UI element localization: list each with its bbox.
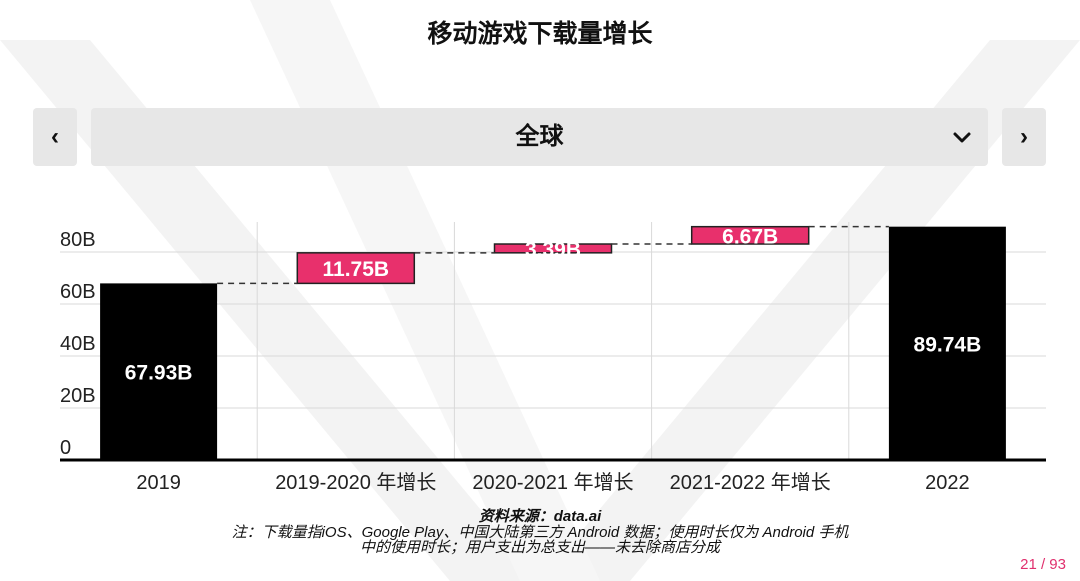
chevron-down-icon: [953, 132, 971, 143]
x-category-label: 2021-2022 年增长: [670, 471, 831, 494]
page-number: 21 / 93: [1020, 556, 1066, 573]
increase-bar: [493, 243, 613, 254]
previous-button[interactable]: ‹: [33, 108, 77, 166]
x-category-label: 2022: [925, 472, 970, 494]
page-title: 移动游戏下载量增长: [427, 20, 653, 48]
chevron-right-icon: ›: [1020, 123, 1028, 150]
x-category-label: 2019-2020 年增长: [275, 471, 436, 494]
footnote-line-1: 注：下载量指iOS、Google Play、中国大陆第三方 Android 数据…: [231, 524, 849, 541]
region-label: 全球: [515, 123, 564, 150]
y-tick-label: 80B: [60, 229, 96, 251]
y-tick-label: 20B: [60, 385, 96, 407]
y-tick-label: 60B: [60, 281, 96, 303]
data-label: 11.75B: [323, 258, 390, 281]
increase-bar: [296, 252, 416, 285]
footnote: 注：下载量指iOS、Google Play、中国大陆第三方 Android 数据…: [0, 525, 1080, 555]
data-label: 6.67B: [722, 225, 778, 248]
x-category-label: 2019: [136, 472, 181, 494]
footnote-line-2: 中的使用时长；用户支出为总支出——未去除商店分成: [359, 539, 720, 556]
total-bar: [888, 226, 1006, 460]
data-label: 89.74B: [914, 333, 982, 356]
x-category-label: 2020-2021 年增长: [472, 471, 633, 494]
source-text: 资料来源：data.ai: [478, 508, 602, 525]
data-label: 67.93B: [125, 362, 193, 385]
y-tick-label: 40B: [60, 333, 96, 355]
data-label: 3.39B: [525, 238, 581, 261]
region-dropdown[interactable]: 全球: [91, 108, 988, 166]
chevron-left-icon: ‹: [51, 123, 59, 150]
total-bar: [100, 283, 218, 460]
increase-bar: [690, 225, 810, 245]
next-button[interactable]: ›: [1002, 108, 1046, 166]
y-tick-label: 0: [60, 437, 71, 459]
